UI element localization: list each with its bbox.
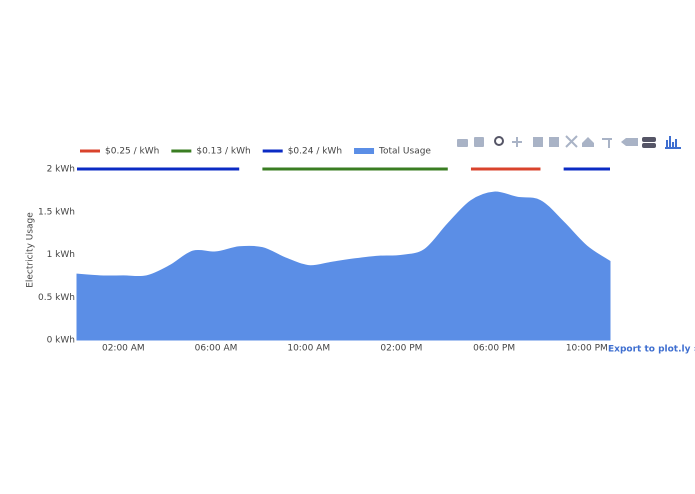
reset-icon[interactable]	[582, 137, 594, 147]
export-link[interactable]: Export to plot.ly »	[608, 345, 695, 355]
hover-compare-icon[interactable]	[642, 137, 656, 142]
y-axis-title: Electricity Usage	[26, 212, 36, 288]
y-tick-label: 0.5 kWh	[38, 293, 75, 303]
zoom-out-icon[interactable]	[549, 137, 559, 147]
y-tick-label: 1 kWh	[47, 250, 75, 260]
x-tick-label: 06:00 AM	[195, 344, 238, 354]
plotly-logo[interactable]	[665, 136, 681, 149]
pan-icon[interactable]	[512, 137, 522, 147]
camera-icon[interactable]	[457, 139, 468, 147]
autoscale-icon[interactable]	[565, 135, 578, 148]
zoom-in-icon[interactable]	[533, 137, 543, 147]
legend-label: $0.24 / kWh	[288, 147, 342, 157]
hover-compare-icon[interactable]	[642, 143, 656, 148]
legend-label: Total Usage	[378, 147, 431, 157]
y-tick-label: 0 kWh	[47, 336, 75, 346]
legend-label: $0.13 / kWh	[196, 147, 250, 157]
zoom-icon[interactable]	[494, 136, 504, 146]
x-tick-label: 10:00 AM	[287, 344, 330, 354]
hover-closest-icon[interactable]	[621, 138, 638, 146]
y-tick-label: 1.5 kWh	[38, 207, 75, 217]
legend-label: $0.25 / kWh	[105, 147, 159, 157]
y-tick-label: 2 kWh	[47, 165, 75, 175]
save-icon[interactable]	[474, 137, 484, 147]
x-tick-label: 06:00 PM	[473, 344, 515, 354]
legend-swatch	[354, 148, 375, 154]
spike-icon[interactable]	[602, 138, 612, 148]
modebar	[457, 135, 681, 149]
x-tick-label: 02:00 AM	[102, 344, 145, 354]
x-tick-label: 02:00 PM	[380, 344, 422, 354]
x-tick-label: 10:00 PM	[566, 344, 608, 354]
usage-area	[76, 191, 611, 341]
